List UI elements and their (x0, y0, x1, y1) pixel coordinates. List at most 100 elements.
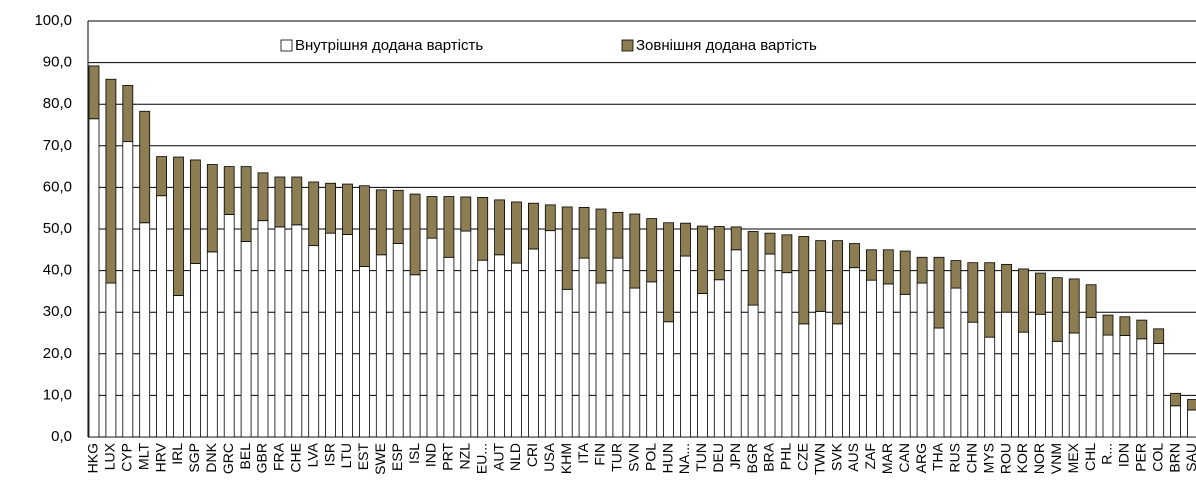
x-tick-label: ITA (575, 442, 591, 463)
bar-segment (815, 310, 827, 438)
x-tick-label: ROU (997, 443, 1013, 474)
bar-segment (206, 164, 218, 253)
bar-segment (612, 211, 624, 259)
bar-segment (223, 214, 235, 438)
x-tick-label: ISL (406, 443, 422, 464)
bar-segment (882, 249, 894, 285)
bar-segment (933, 256, 945, 329)
bar-segment (561, 206, 573, 290)
y-tick-label: 30,0 (43, 303, 72, 320)
bar-segment (1102, 334, 1114, 438)
x-tick-label: ESP (389, 443, 405, 471)
bar-segment (392, 243, 404, 438)
x-tick-label: NLD (507, 443, 523, 471)
bar-segment (646, 281, 658, 438)
bar-segment (933, 327, 945, 438)
bar-segment (139, 110, 151, 224)
bar-segment (173, 295, 184, 438)
x-tick-label: GBR (254, 443, 270, 473)
bar-segment (1068, 332, 1080, 438)
bar-segment (156, 156, 168, 197)
y-tick-label: 40,0 (43, 262, 72, 279)
y-tick-label: 10,0 (43, 386, 72, 403)
x-tick-label: R... (1099, 443, 1115, 465)
bar-segment (156, 195, 168, 438)
bar-segment (1018, 331, 1029, 438)
bar-segment (730, 249, 742, 438)
y-tick-label: 60,0 (43, 178, 72, 195)
bar-segment (358, 266, 370, 438)
x-tick-label: ARG (913, 443, 929, 473)
bar-segment (1018, 268, 1029, 333)
bar-segment (173, 156, 184, 296)
y-tick-label: 20,0 (43, 345, 72, 362)
bar-segment (1085, 284, 1097, 319)
x-tick-label: ISR (321, 443, 337, 466)
x-tick-label: LVA (304, 442, 320, 467)
x-tick-label: SVK (828, 442, 844, 471)
x-tick-label: KHM (558, 443, 574, 474)
bar-segment (730, 226, 742, 251)
bar-segment (528, 202, 539, 250)
bar-segment (257, 220, 269, 438)
bar-segment (781, 234, 793, 274)
legend-label: Внутрішня додана вартість (295, 37, 483, 54)
bar-segment (832, 323, 843, 438)
bar-segment (578, 257, 590, 438)
bar-segment (1136, 338, 1148, 438)
x-tick-label: LTU (338, 443, 354, 468)
bar-segment (781, 272, 793, 438)
bar-segment (325, 182, 337, 234)
bar-segment (291, 224, 303, 438)
bar-segment (544, 230, 556, 438)
y-tick-label: 100,0 (34, 12, 72, 29)
bar-segment (409, 274, 421, 438)
legend-swatch (621, 39, 634, 52)
x-tick-label: PRT (440, 443, 456, 471)
bar-segment (916, 282, 928, 438)
bar-segment (1153, 342, 1165, 438)
bar-segment (189, 159, 201, 264)
x-tick-label: SGP (186, 443, 202, 473)
bar-segment (544, 204, 556, 232)
x-tick-label: IND (423, 443, 439, 467)
x-tick-label: TUN (693, 443, 709, 472)
x-tick-label: LUX (102, 442, 118, 470)
bar-segment (849, 243, 860, 269)
bar-segment (358, 185, 370, 267)
bar-segment (950, 260, 962, 289)
x-tick-label: SVN (626, 443, 642, 472)
bar-segment (1085, 317, 1097, 438)
bar-segment (713, 226, 725, 281)
bar-segment (866, 249, 877, 281)
x-tick-label: TUR (609, 443, 625, 472)
x-tick-label: TWN (811, 443, 827, 475)
bar-segment (88, 65, 100, 120)
bar-segment (375, 189, 387, 256)
bar-segment (646, 218, 658, 283)
bar-segment (477, 196, 489, 261)
bar-segment (832, 240, 843, 325)
bar-segment (342, 183, 353, 235)
bar-segment (967, 321, 979, 438)
x-tick-label: MYS (980, 443, 996, 473)
x-tick-label: FRA (271, 442, 287, 471)
x-tick-label: VNM (1048, 443, 1064, 474)
bar-segment (122, 141, 134, 438)
bar-segment (342, 234, 353, 438)
bar-segment (680, 255, 691, 438)
bar-segment (1170, 405, 1181, 438)
bar-segment (291, 176, 303, 226)
x-tick-label: EST (355, 443, 371, 471)
bar-segment (1035, 272, 1046, 315)
bar-segment (308, 245, 320, 438)
bar-segment (426, 237, 438, 438)
bar-segment (578, 206, 590, 259)
y-tick-label: 80,0 (43, 95, 72, 112)
x-tick-label: MLT (135, 443, 151, 470)
x-tick-label: BEL (237, 443, 253, 470)
bar-segment (460, 230, 472, 438)
bar-segment (1170, 392, 1181, 407)
bar-segment (916, 256, 928, 284)
